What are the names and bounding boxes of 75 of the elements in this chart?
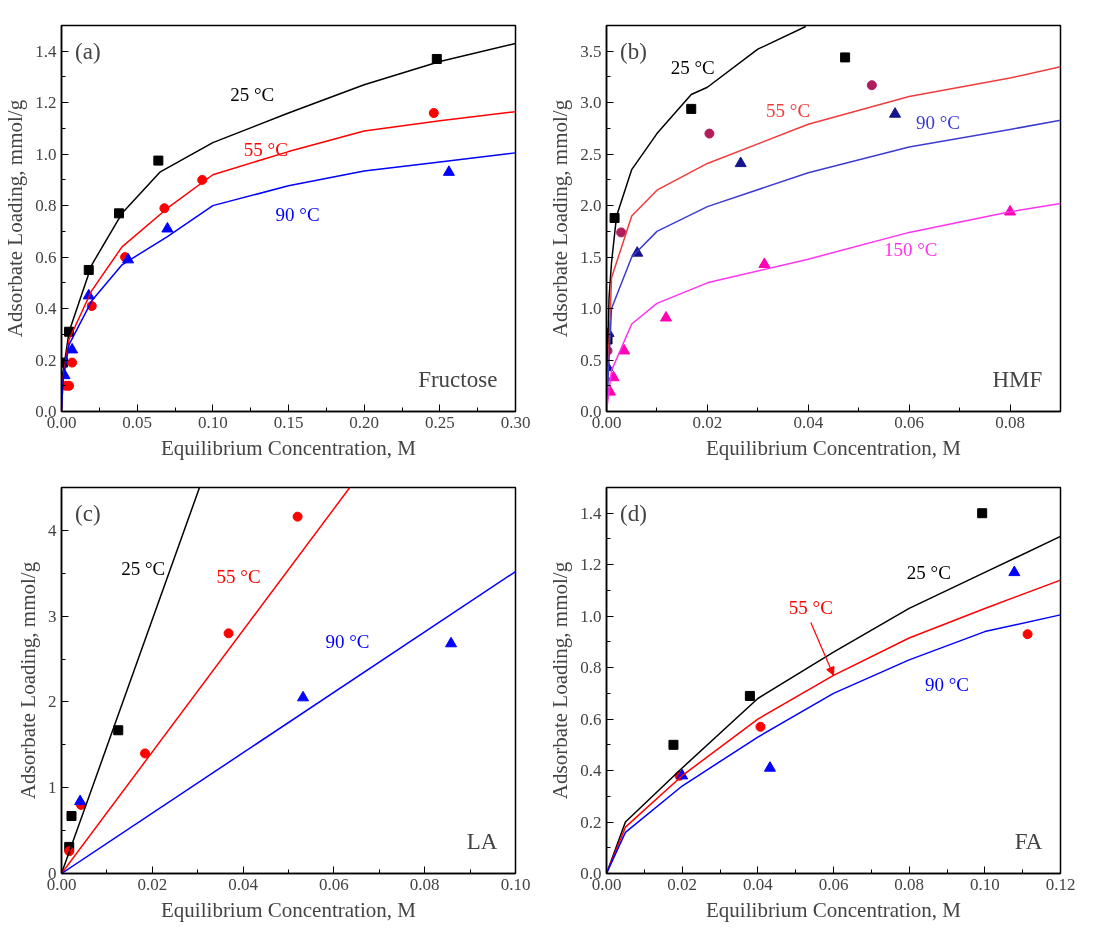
annotation: HMF	[992, 367, 1043, 393]
x-tick-label: 0.08	[409, 874, 440, 894]
y-tick-label: 1.0	[580, 606, 602, 626]
x-tick-label: 0.05	[122, 412, 153, 432]
x-tick-label: 0.02	[137, 874, 168, 894]
y-tick-label: 0.2	[35, 350, 57, 370]
series-label: 90 °C	[275, 204, 320, 226]
x-tick-label: 0.10	[969, 874, 1000, 894]
x-tick-label: 0.06	[818, 874, 849, 894]
x-axis-title: Equilibrium Concentration, M	[161, 435, 417, 460]
x-tick-label: 0.04	[742, 874, 774, 894]
y-axis-title: Adsorbate Loading, mmol/g	[548, 99, 573, 338]
x-tick-label: 0.08	[995, 412, 1025, 432]
x-tick-label: 0.08	[894, 874, 925, 894]
x-tick-label: 0.06	[894, 412, 925, 432]
annotation: LA	[466, 829, 498, 855]
y-tick-label: 0.5	[580, 350, 602, 370]
x-tick-label: 0.04	[228, 874, 259, 894]
annotation: Fructose	[418, 367, 498, 393]
annotation: (c)	[75, 501, 101, 527]
x-tick-label: 0.02	[692, 412, 723, 432]
series-label: 90 °C	[325, 631, 370, 653]
series-label: 55 °C	[216, 565, 261, 587]
y-tick-label: 1.4	[580, 503, 602, 523]
y-tick-label: 4	[48, 520, 57, 540]
x-axis-title: Equilibrium Concentration, M	[706, 897, 962, 922]
y-tick-label: 1.5	[580, 247, 602, 267]
x-tick-label: 0.02	[667, 874, 698, 894]
x-tick-label: 0.25	[424, 412, 455, 432]
series-label: 25 °C	[121, 558, 166, 580]
y-tick-label: 3	[48, 606, 57, 626]
series-label: 55 °C	[243, 138, 288, 160]
y-tick-label: 1.2	[35, 93, 57, 113]
y-tick-label: 0.8	[35, 196, 57, 216]
annotation: (d)	[620, 501, 647, 527]
x-tick-label: 0.12	[1045, 874, 1076, 894]
text: 55 °C	[788, 596, 833, 618]
y-tick-label: 2.5	[580, 144, 602, 164]
series-label: 25 °C	[670, 57, 715, 79]
y-axis-title: Adsorbate Loading, mmol/g	[16, 561, 40, 800]
series-label: 90 °C	[915, 111, 960, 133]
x-axis-title: Equilibrium Concentration, M	[161, 897, 417, 922]
y-tick-label: 1.0	[580, 299, 602, 319]
y-tick-label: 0.4	[35, 299, 57, 319]
annotation: (b)	[620, 39, 647, 65]
y-tick-label: 0.8	[580, 658, 602, 678]
y-tick-label: 1	[48, 778, 57, 798]
y-tick-label: 0.4	[580, 761, 602, 781]
y-tick-label: 1.4	[35, 41, 57, 61]
series-label: 25 °C	[906, 561, 951, 583]
y-tick-label: 1.0	[35, 144, 57, 164]
y-tick-label: 0.2	[580, 812, 602, 832]
y-tick-label: 3.5	[580, 41, 602, 61]
y-tick-label: 0.6	[580, 709, 602, 729]
series-label: 55 °C	[766, 99, 811, 121]
x-tick-label: 0.10	[197, 412, 228, 432]
x-tick-label: 0.10	[500, 874, 531, 894]
x-tick-label: 0.15	[273, 412, 304, 432]
y-axis-title: Adsorbate Loading, mmol/g	[548, 561, 573, 800]
y-tick-label: 3.0	[580, 93, 602, 113]
series-label: 90 °C	[924, 673, 970, 695]
y-tick-label: 0.6	[35, 247, 57, 267]
annotation: (a)	[75, 39, 101, 65]
series-label: 25 °C	[230, 84, 275, 106]
x-tick-label: 0.04	[793, 412, 824, 432]
x-tick-label: 0.30	[500, 412, 531, 432]
annotation: FA	[1014, 829, 1043, 855]
y-axis-title: Adsorbate Loading, mmol/g	[3, 99, 28, 338]
y-tick-label: 1.2	[580, 555, 602, 575]
x-tick-label: 0.20	[349, 412, 380, 432]
x-axis-title: Equilibrium Concentration, M	[706, 435, 962, 460]
series-label: 150 °C	[883, 238, 938, 260]
y-tick-label: 2.0	[580, 196, 602, 216]
x-tick-label: 0.06	[319, 874, 349, 894]
y-tick-label: 2	[48, 692, 57, 712]
